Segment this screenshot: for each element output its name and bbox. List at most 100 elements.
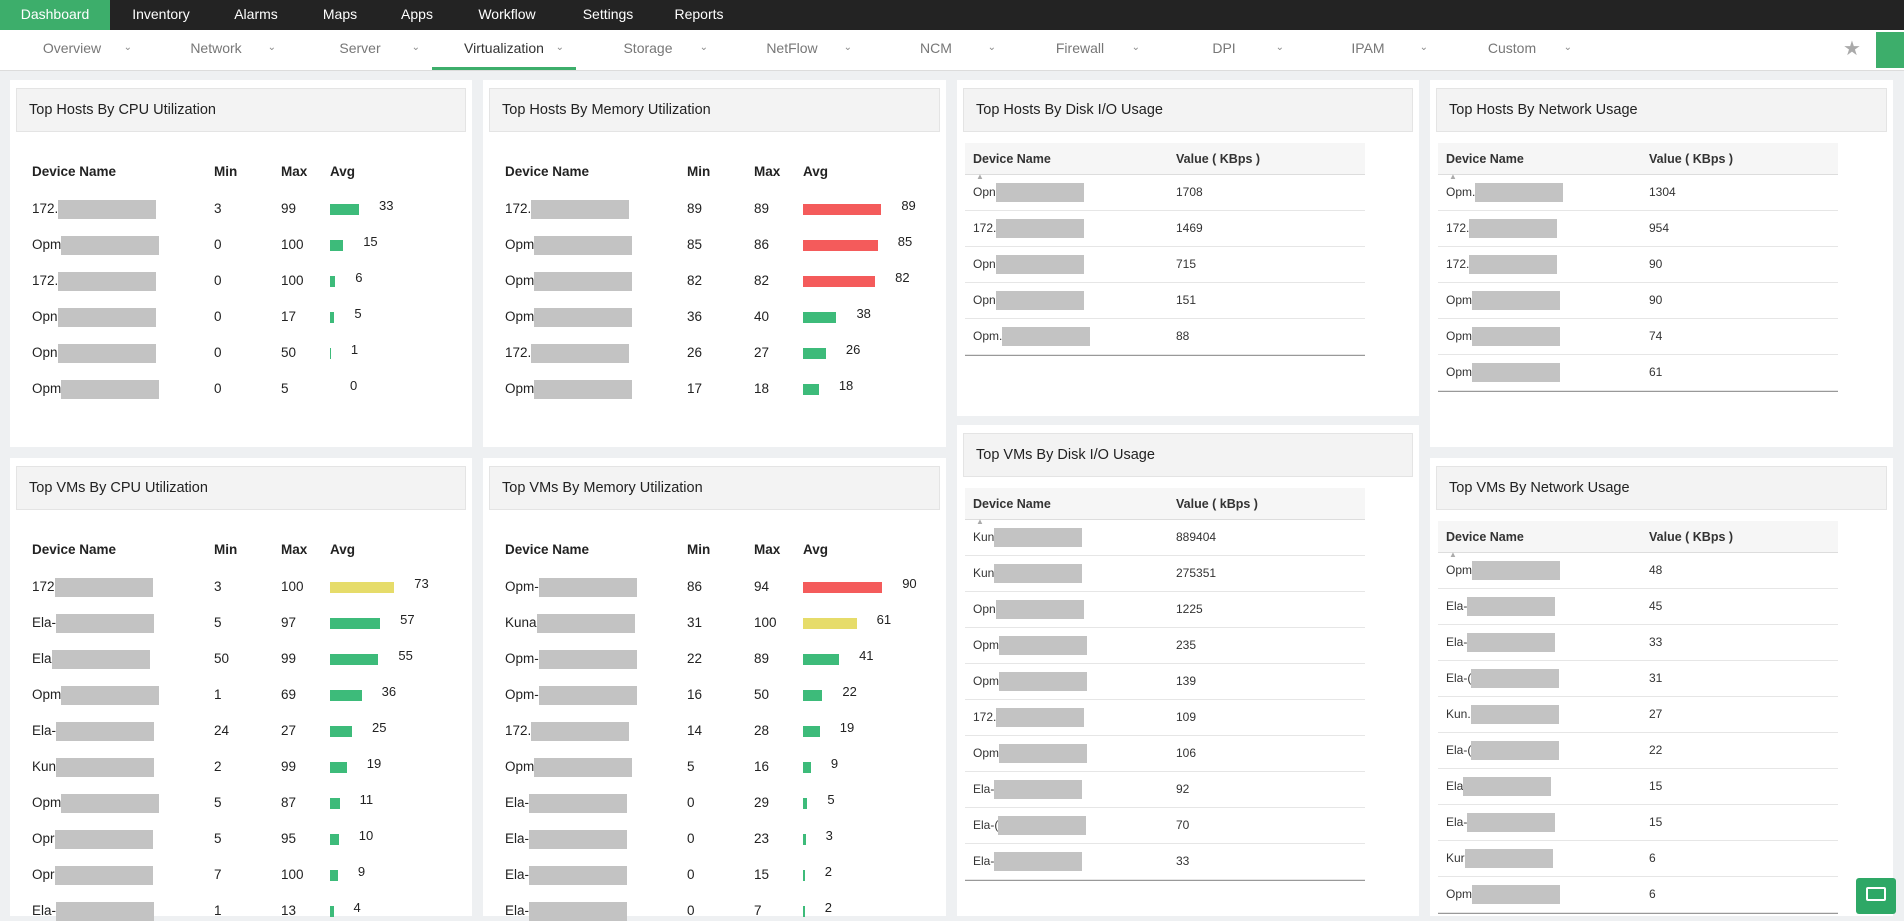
nav-tab-label: Inventory [132,6,190,22]
nav-tab[interactable]: Maps [300,0,380,30]
column-header: Device Name ▲ [973,150,1051,186]
min-text: 26 [687,345,703,360]
dropdown-caret[interactable]: ⌄ [987,42,996,53]
nav-tab[interactable]: Dashboard [0,0,110,30]
chat-button[interactable] [1856,878,1896,914]
sub-tab[interactable]: IPAM ⌄ [1296,30,1440,70]
value: 139 [1176,672,1196,690]
redacted-block [998,816,1087,836]
redacted-block [534,758,633,777]
sub-tab[interactable]: Custom ⌄ [1440,30,1584,70]
dropdown-caret[interactable]: ⌄ [1563,42,1572,53]
value: 48 [1649,561,1662,579]
dropdown-caret[interactable]: ⌄ [1275,42,1284,53]
sub-tab[interactable]: Server ⌄ [288,30,432,70]
redacted-block [529,902,628,921]
nav-tab[interactable]: Reports [656,0,742,30]
column-header-text: Max [754,164,781,179]
nav-tab-label: Workflow [478,6,536,22]
favorite-star[interactable]: ★ [1843,38,1861,60]
dropdown-caret[interactable]: ⌄ [843,42,852,53]
device-name-text: Opr [32,867,55,883]
min-value: 14 [687,722,702,740]
nav-tab[interactable]: Settings [560,0,656,30]
value: 22 [1649,741,1662,759]
sub-tab[interactable]: NCM ⌄ [864,30,1008,70]
column-header-text: Device Name [505,164,590,179]
column-header-text: Device Name [1446,530,1524,544]
device-name-text: 172. [1446,221,1470,235]
dropdown-caret[interactable]: ⌄ [1419,42,1428,53]
table-row: Opm 106 [965,736,1365,772]
avg-label-text: 9 [830,756,839,771]
sub-tab[interactable]: DPI ⌄ [1152,30,1296,70]
avg-label-text: 89 [901,198,916,213]
nav-tab[interactable]: Apps [380,0,454,30]
redacted-block [994,852,1083,872]
device-name-text: Opm [32,381,62,397]
device-name: Opr [32,866,153,885]
avg-label: 0 [350,377,357,395]
max-value: 28 [754,722,769,740]
dropdown-caret[interactable]: ⌄ [1131,42,1140,53]
redacted-block [58,272,157,291]
nav-tab[interactable]: Workflow [454,0,560,30]
nav-tab[interactable]: Inventory [110,0,212,30]
redacted-block [538,686,637,705]
device-name-text: Ela- [505,903,530,919]
device-name: Ela [32,650,150,669]
sort-icon[interactable]: ▲ [1449,550,1457,559]
column-header-text: Avg [330,164,356,179]
min-text: 5 [687,759,695,774]
redacted-block [995,255,1084,275]
value-text: 109 [1176,710,1197,724]
value: 889404 [1176,528,1216,546]
dropdown-caret[interactable]: ⌄ [699,42,708,53]
avg-label: 9 [831,755,838,773]
avg-label-text: 41 [859,648,874,663]
settings-button[interactable] [1876,32,1904,68]
column-header-text: Device Name [32,542,117,557]
max-value: 100 [281,578,304,596]
sub-tab[interactable]: Network ⌄ [144,30,288,70]
avg-bar [330,906,334,917]
dropdown-caret[interactable]: ⌄ [267,42,276,53]
table-row: Ela- 92 [965,772,1365,808]
avg-label-text: 25 [372,720,387,735]
redacted-block [531,722,630,741]
widget-title: Top Hosts By CPU Utilization [16,88,466,132]
redacted-block [994,528,1083,548]
column-header-text: Max [281,542,308,557]
value: 45 [1649,597,1662,615]
value-text: 45 [1649,599,1663,613]
max-value: 27 [281,722,296,740]
sub-tab[interactable]: Virtualization ⌄ [432,30,576,70]
avg-label-text: 38 [856,306,871,321]
sub-tab[interactable]: NetFlow ⌄ [720,30,864,70]
dropdown-caret[interactable]: ⌄ [555,42,564,53]
sub-tab[interactable]: Overview ⌄ [0,30,144,70]
avg-label: 19 [840,719,854,737]
nav-tab[interactable]: Alarms [212,0,300,30]
value-text: 90 [1649,293,1663,307]
max-text: 50 [754,687,770,702]
avg-label: 3 [826,827,833,845]
device-name: Opm [32,686,160,705]
dropdown-caret[interactable]: ⌄ [411,42,420,53]
sort-icon[interactable]: ▲ [976,517,984,526]
sort-icon[interactable]: ▲ [1449,172,1457,181]
avg-label: 5 [827,791,834,809]
table-header: Device Name ▲ Value ( KBps ) [1438,521,1838,559]
min-value: 1 [214,902,222,920]
dropdown-caret[interactable]: ⌄ [123,42,132,53]
sub-tab[interactable]: Storage ⌄ [576,30,720,70]
sort-icon[interactable]: ▲ [976,172,984,181]
min-value: 0 [687,830,695,848]
device-name: Ela- [505,794,628,813]
value-text: 106 [1176,746,1197,760]
device-name-text: Opm- [505,651,539,667]
redacted-block [538,650,637,669]
max-text: 13 [281,903,297,918]
sub-tab[interactable]: Firewall ⌄ [1008,30,1152,70]
max-text: 100 [281,273,304,288]
